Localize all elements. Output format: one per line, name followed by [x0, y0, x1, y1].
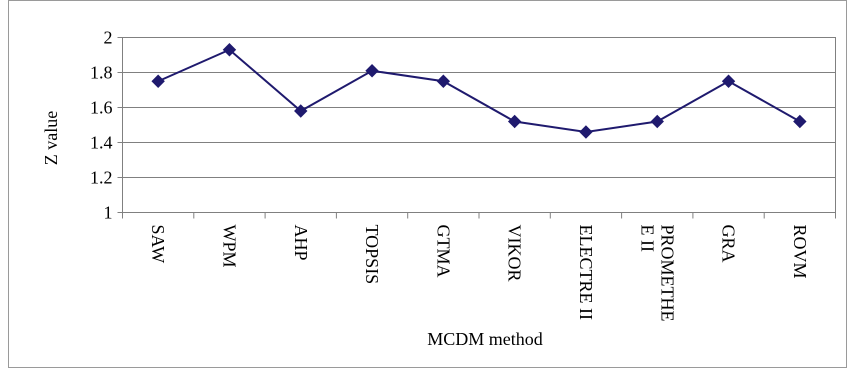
- y-tick-label: 1.6: [90, 98, 113, 118]
- x-tick-label: WPM: [219, 225, 239, 268]
- data-point-marker: [222, 43, 237, 57]
- x-tick-label: SAW: [148, 225, 168, 264]
- x-tick-label: TOPSIS: [362, 225, 382, 285]
- x-tick-label: PROMETHE: [657, 225, 677, 322]
- x-tick-label: GTMA: [433, 225, 453, 278]
- series-group: [151, 43, 807, 139]
- y-tick-label: 1.8: [90, 63, 113, 83]
- x-tick-label: AHP: [291, 225, 311, 261]
- y-tick-label: 2: [104, 28, 113, 48]
- y-tick-label: 1.4: [90, 133, 113, 153]
- series-line: [157, 48, 801, 134]
- x-tick-label: VIKOR: [505, 225, 525, 282]
- x-tick-label: ROVM: [790, 225, 810, 279]
- gridlines: [122, 72, 836, 178]
- x-tick-label: GRA: [719, 225, 739, 263]
- data-point-marker: [793, 114, 807, 129]
- y-tick-label: 1: [104, 203, 113, 223]
- x-axis-label: MCDM method: [427, 329, 543, 349]
- data-point-marker: [294, 104, 308, 118]
- data-point-marker: [650, 114, 664, 129]
- y-tick-label: 1.2: [90, 168, 113, 188]
- x-axis-ticks: SAW WPM AHP TOPSIS GTMA VIKOR ELECTRE II PROMET…: [122, 212, 836, 322]
- data-point-marker: [436, 74, 451, 88]
- data-point-marker: [721, 74, 736, 88]
- data-point-marker: [507, 114, 522, 129]
- data-point-marker: [151, 74, 165, 88]
- data-point-marker: [579, 125, 593, 139]
- x-tick-label: E II: [637, 225, 657, 252]
- y-axis-ticks: 1 1.2 1.4 1.6 1.8 2: [90, 28, 123, 223]
- plot-area: [122, 37, 836, 213]
- y-axis-label: Z value: [41, 111, 61, 165]
- data-point-marker: [365, 64, 379, 78]
- x-tick-label: ELECTRE II: [576, 225, 596, 320]
